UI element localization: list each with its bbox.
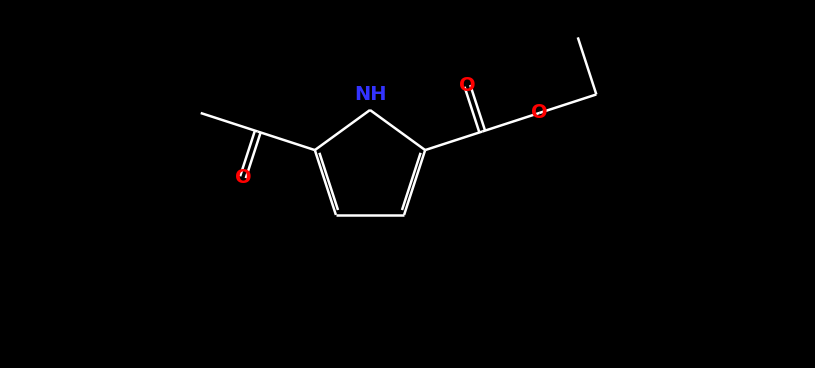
Text: O: O [459, 77, 476, 95]
Text: O: O [235, 168, 251, 187]
Text: NH: NH [354, 85, 386, 103]
Text: O: O [531, 103, 548, 123]
